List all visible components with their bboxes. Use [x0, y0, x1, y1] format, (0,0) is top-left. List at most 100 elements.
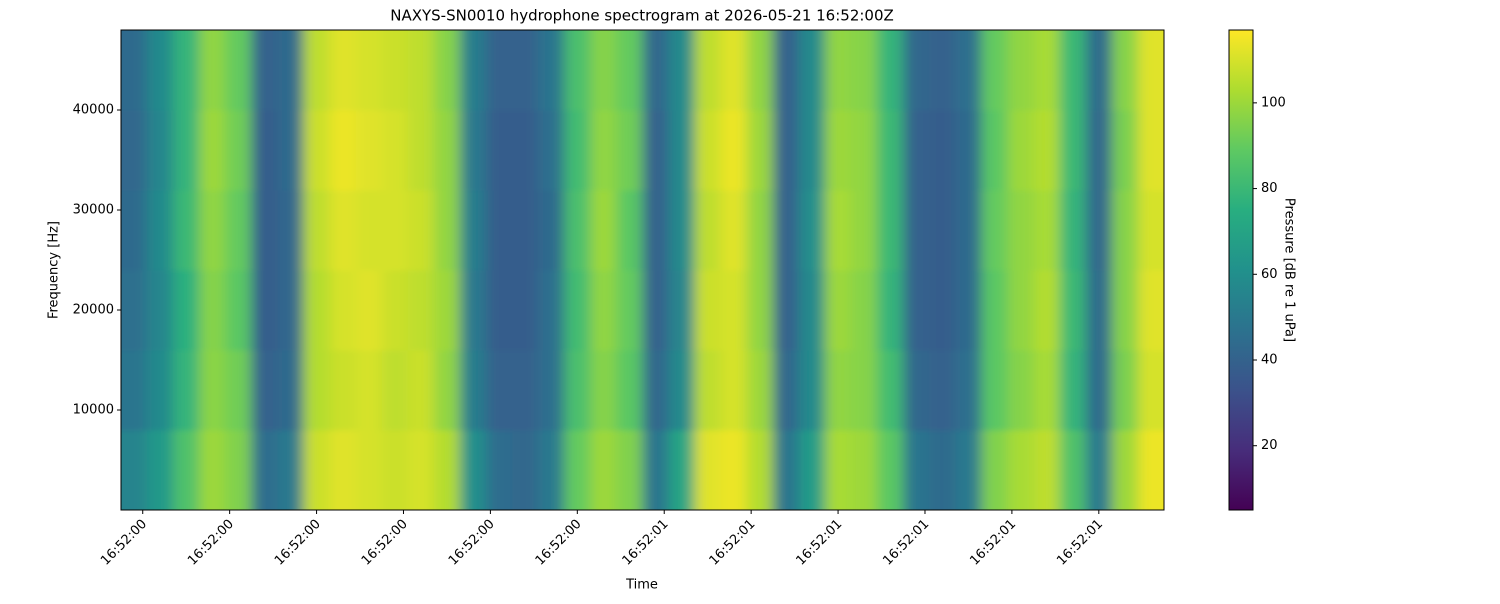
spectrogram-cell — [303, 30, 331, 111]
spectrogram-cell — [772, 110, 800, 191]
spectrogram-cell — [746, 270, 774, 351]
spectrogram-cell — [277, 30, 305, 111]
spectrogram-cell — [173, 190, 200, 271]
heatmap — [121, 30, 1164, 510]
spectrogram-cell — [329, 350, 357, 431]
spectrogram-cell — [407, 30, 435, 111]
spectrogram-cell — [512, 190, 539, 271]
y-axis-label: Frequency [Hz] — [47, 221, 62, 319]
x-tick-label: 16:52:00 — [446, 517, 498, 569]
spectrogram-cell — [929, 190, 956, 271]
spectrogram-cell — [1111, 350, 1139, 431]
spectrogram-cell — [694, 190, 722, 271]
spectrogram-cell — [746, 430, 774, 510]
spectrogram-cell — [694, 430, 722, 510]
x-tick-label: 16:52:01 — [880, 517, 932, 569]
spectrogram-cell — [147, 350, 174, 431]
spectrogram-cell — [642, 430, 670, 510]
spectrogram-cell — [251, 430, 278, 510]
spectrogram-cell — [616, 350, 643, 431]
spectrogram-cell — [1137, 30, 1164, 111]
spectrogram-cell — [825, 350, 852, 431]
spectrogram-cell — [459, 110, 487, 191]
spectrogram-cell — [277, 350, 305, 431]
spectrogram-cell — [564, 30, 591, 111]
spectrogram-cell — [772, 430, 800, 510]
spectrogram-cell — [642, 270, 670, 351]
colorbar-tick-label: 100 — [1261, 95, 1286, 110]
spectrogram-cell — [251, 270, 278, 351]
spectrogram-cell — [929, 270, 956, 351]
spectrogram-cell — [147, 190, 174, 271]
spectrogram-cell — [903, 430, 930, 510]
spectrogram-cell — [1085, 430, 1113, 510]
spectrogram-cell — [303, 270, 331, 351]
spectrogram-cell — [512, 350, 539, 431]
spectrogram-cell — [121, 270, 148, 351]
spectrogram-cell — [1059, 110, 1087, 191]
spectrogram-cell — [825, 430, 852, 510]
spectrogram-cell — [459, 430, 487, 510]
spectrogram-cell — [538, 430, 565, 510]
spectrogram-cell — [381, 350, 409, 431]
spectrogram-cell — [1033, 430, 1061, 510]
spectrogram-cell — [512, 110, 539, 191]
spectrogram-cell — [251, 190, 278, 271]
spectrogram-cell — [851, 190, 878, 271]
spectrogram-cell — [486, 110, 513, 191]
spectrogram-cell — [486, 350, 513, 431]
spectrogram-cell — [1033, 30, 1061, 111]
spectrogram-cell — [1007, 190, 1035, 271]
spectrogram-cell — [1059, 30, 1087, 111]
spectrogram-cell — [590, 270, 617, 351]
spectrogram-cell — [877, 190, 904, 271]
spectrogram-cell — [303, 350, 331, 431]
spectrogram-cell — [1111, 110, 1139, 191]
spectrogram-cell — [564, 190, 591, 271]
spectrogram-cell — [720, 190, 748, 271]
spectrogram-cell — [798, 30, 826, 111]
spectrogram-cell — [616, 110, 643, 191]
x-tick-label: 16:52:00 — [533, 517, 585, 569]
spectrogram-cell — [407, 350, 435, 431]
spectrogram-cell — [929, 110, 956, 191]
spectrogram-cell — [877, 30, 904, 111]
spectrogram-cell — [199, 30, 226, 111]
spectrogram-cell — [173, 430, 200, 510]
spectrogram-cell — [590, 30, 617, 111]
spectrogram-cell — [355, 30, 383, 111]
spectrogram-cell — [121, 190, 148, 271]
spectrogram-cell — [903, 190, 930, 271]
spectrogram-cell — [199, 350, 226, 431]
spectrogram-cell — [825, 110, 852, 191]
plot-frame — [120, 29, 1165, 511]
spectrogram-cell — [798, 110, 826, 191]
spectrogram-cell — [746, 110, 774, 191]
spectrogram-cell — [668, 350, 696, 431]
spectrogram-cell — [590, 430, 617, 510]
spectrogram-cell — [642, 110, 670, 191]
spectrogram-cell — [1085, 190, 1113, 271]
spectrogram-cell — [1111, 190, 1139, 271]
spectrogram-cell — [746, 350, 774, 431]
spectrogram-cell — [825, 30, 852, 111]
spectrogram-cell — [1033, 350, 1061, 431]
spectrogram-cell — [877, 430, 904, 510]
x-tick-label: 16:52:00 — [359, 517, 411, 569]
spectrogram-cell — [825, 270, 852, 351]
spectrogram-cell — [981, 270, 1009, 351]
spectrogram-cell — [329, 190, 357, 271]
spectrogram-cell — [173, 110, 200, 191]
spectrogram-cell — [381, 430, 409, 510]
spectrogram-cell — [1033, 110, 1061, 191]
spectrogram-cell — [564, 270, 591, 351]
x-tick-label: 16:52:00 — [272, 517, 324, 569]
spectrogram-cell — [1085, 30, 1113, 111]
spectrogram-cell — [694, 30, 722, 111]
spectrogram-cell — [798, 350, 826, 431]
spectrogram-cell — [433, 30, 461, 111]
spectrogram-cell — [459, 30, 487, 111]
spectrogram-cell — [512, 30, 539, 111]
y-tick-label: 30000 — [73, 203, 114, 218]
